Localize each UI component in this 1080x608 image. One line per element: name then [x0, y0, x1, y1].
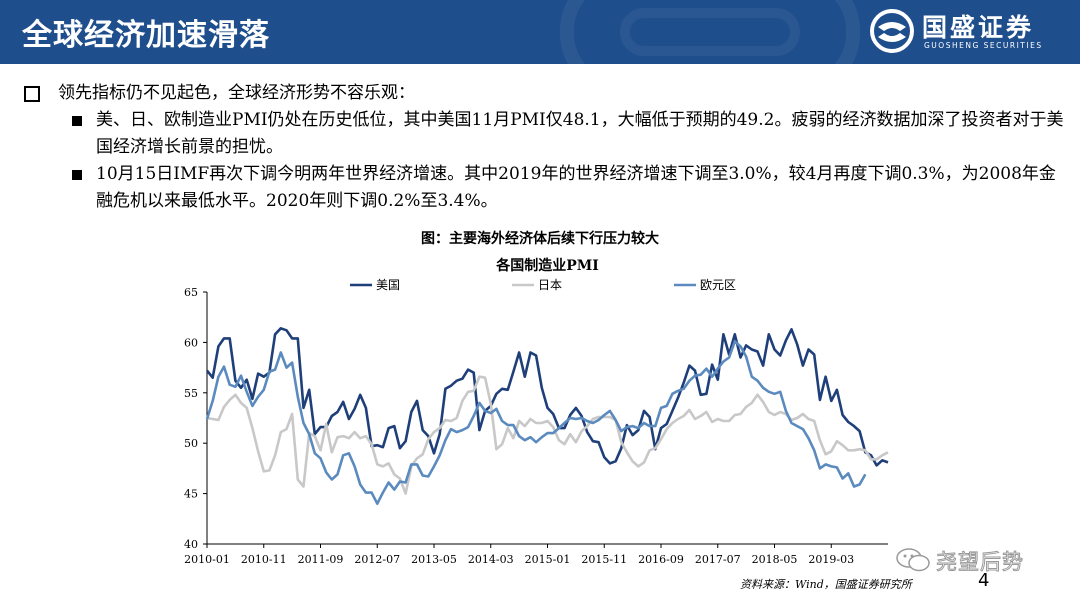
wechat-icon — [896, 548, 930, 572]
figure-title: 图：主要海外经济体后续下行压力较大 — [421, 231, 659, 247]
y-tick-label: 45 — [184, 488, 198, 501]
filled-square-bullet-icon — [72, 170, 82, 180]
x-tick-label: 2010-01 — [184, 553, 230, 566]
y-tick-label: 55 — [184, 387, 198, 400]
x-tick-label: 2013-05 — [411, 553, 457, 566]
series-line-日本 — [206, 375, 889, 495]
series-line-美国 — [205, 327, 889, 467]
y-tick-label: 60 — [184, 336, 198, 349]
sub-bullet-text: 美、日、欧制造业PMI仍处在历史低位，其中美国11月PMI仅48.1，大幅低于预… — [96, 110, 1064, 157]
bullet-section: 领先指标仍不见起色，全球经济形势不容乐观： 美、日、欧制造业PMI仍处在历史低位… — [24, 80, 1064, 215]
legend-label: 美国 — [376, 278, 400, 292]
y-tick-label: 50 — [184, 437, 198, 450]
x-tick-label: 2018-05 — [752, 553, 798, 566]
slide-title: 全球经济加速滑落 — [22, 18, 270, 53]
page-number: 4 — [978, 570, 990, 591]
legend-label: 日本 — [538, 278, 562, 292]
logo-subtext: GUOSHENG SECURITIES — [924, 41, 1043, 50]
header-bar: 全球经济加速滑落 国盛证券 GUOSHENG SECURITIES — [0, 0, 1080, 64]
main-bullet: 领先指标仍不见起色，全球经济形势不容乐观： — [24, 80, 1064, 107]
hollow-square-bullet-icon — [24, 86, 40, 102]
y-tick-label: 40 — [184, 538, 198, 551]
x-tick-label: 2015-11 — [581, 553, 627, 566]
source-note: 资料来源：Wind，国盛证券研究所 — [740, 578, 912, 591]
watermark: 尧望后势 — [896, 546, 1056, 575]
sub-bullet: 美、日、欧制造业PMI仍处在历史低位，其中美国11月PMI仅48.1，大幅低于预… — [24, 107, 1064, 161]
legend-label: 欧元区 — [700, 278, 736, 292]
company-logo: 国盛证券 GUOSHENG SECURITIES — [868, 6, 1068, 58]
sub-bullet: 10月15日IMF再次下调今明两年世界经济增速。其中2019年的世界经济增速下调… — [24, 161, 1064, 215]
y-tick-label: 65 — [184, 286, 198, 299]
logo-text: 国盛证券 — [922, 13, 1035, 42]
header-decoration — [620, 8, 800, 56]
logo-mark-icon — [870, 9, 914, 53]
x-tick-label: 2011-09 — [298, 553, 344, 566]
main-bullet-text: 领先指标仍不见起色，全球经济形势不容乐观： — [58, 83, 415, 103]
x-tick-label: 2014-03 — [468, 553, 514, 566]
x-tick-label: 2010-11 — [241, 553, 287, 566]
x-tick-label: 2012-07 — [354, 553, 400, 566]
x-tick-label: 2017-07 — [695, 553, 741, 566]
filled-square-bullet-icon — [72, 116, 82, 126]
x-tick-label: 2019-03 — [808, 553, 854, 566]
pmi-line-chart: 各国制造业PMI 美国 日本 欧元区 40 45 50 55 60 65 2010-01 2010-1… — [184, 257, 889, 566]
x-tick-label: 2015-01 — [525, 553, 571, 566]
chart-title: 各国制造业PMI — [495, 257, 599, 274]
series-line-欧元区 — [205, 340, 867, 505]
x-tick-label: 2016-09 — [638, 553, 684, 566]
watermark-text: 尧望后势 — [936, 550, 1024, 575]
sub-bullet-text: 10月15日IMF再次下调今明两年世界经济增速。其中2019年的世界经济增速下调… — [96, 164, 1056, 211]
header-decoration — [560, 0, 860, 64]
